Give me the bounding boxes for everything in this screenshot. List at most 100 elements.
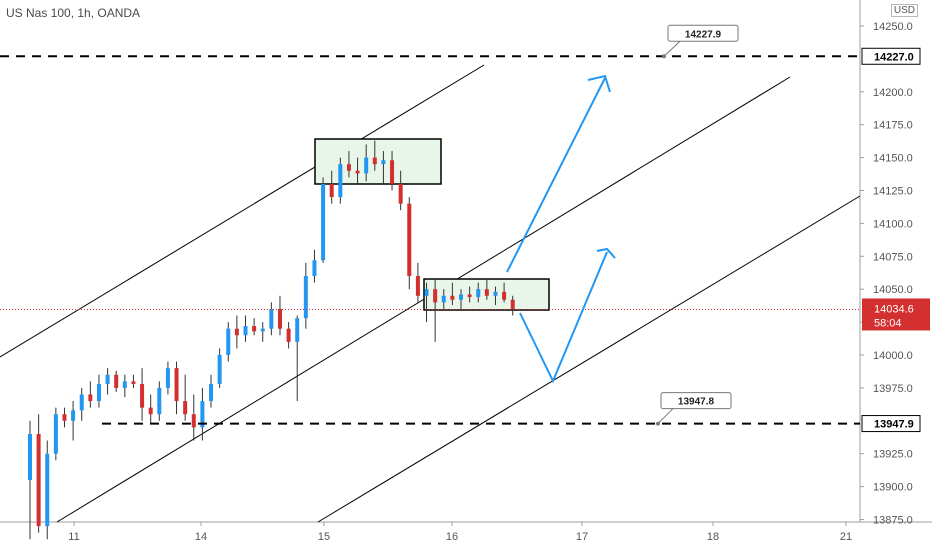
level-callout-box bbox=[667, 24, 739, 42]
time-tick-label: 11 bbox=[68, 531, 79, 543]
candle-body bbox=[131, 381, 136, 384]
candle-body bbox=[191, 414, 196, 428]
projection-arrow-dip-then-up bbox=[519, 251, 608, 384]
candle-body bbox=[217, 355, 222, 384]
candle-body bbox=[329, 183, 334, 198]
price-tick-label: 14125.0 bbox=[873, 186, 913, 198]
level-callout-pointer bbox=[663, 40, 681, 57]
candle-body bbox=[140, 383, 145, 408]
candle-body bbox=[209, 383, 214, 402]
candle-body bbox=[286, 328, 291, 342]
time-tick-label: 17 bbox=[576, 531, 588, 543]
price-tick-label: 14250.0 bbox=[873, 21, 913, 33]
countdown-label: 58:04 bbox=[874, 317, 902, 329]
channel-line bbox=[0, 64, 485, 358]
candle-body bbox=[45, 453, 50, 527]
candle-body bbox=[122, 381, 127, 388]
candle-body bbox=[424, 289, 429, 296]
candle-body bbox=[277, 308, 282, 329]
candle-body bbox=[303, 276, 308, 319]
price-tick-label: 14000.0 bbox=[873, 350, 913, 362]
candle-body bbox=[105, 374, 110, 384]
arrow-head-icon bbox=[596, 247, 616, 259]
candle-body bbox=[71, 410, 76, 421]
consolidation-box bbox=[314, 138, 442, 185]
price-tick-label: 13975.0 bbox=[873, 383, 913, 395]
price-tick-label: 13925.0 bbox=[873, 449, 913, 461]
projection-arrow-up bbox=[506, 77, 606, 273]
price-tick-label: 14100.0 bbox=[873, 218, 913, 230]
candle-body bbox=[476, 289, 481, 298]
candle-body bbox=[174, 368, 179, 402]
candle-body bbox=[346, 164, 351, 171]
candle-body bbox=[62, 414, 67, 421]
time-tick-label: 16 bbox=[446, 531, 458, 543]
candle-body bbox=[200, 401, 205, 428]
candle-body bbox=[381, 160, 386, 165]
candle-body bbox=[157, 387, 162, 415]
time-tick-label: 18 bbox=[707, 531, 719, 543]
candle-body bbox=[243, 326, 248, 336]
candle-body bbox=[415, 276, 420, 296]
candle-body bbox=[183, 401, 188, 415]
candle-body bbox=[510, 299, 515, 309]
candle-body bbox=[321, 183, 326, 261]
arrow-head-icon bbox=[587, 74, 611, 93]
level-price-tag-label: 14227.0 bbox=[874, 51, 914, 63]
candle-body bbox=[372, 157, 377, 165]
time-tick-label: 14 bbox=[195, 531, 207, 543]
price-tick-label: 13875.0 bbox=[873, 515, 913, 527]
candle-body bbox=[88, 394, 93, 402]
candle-body bbox=[502, 291, 507, 300]
candle-body bbox=[79, 394, 84, 411]
candle-body bbox=[459, 294, 463, 300]
candle-body bbox=[467, 294, 472, 298]
price-tick-label: 14075.0 bbox=[873, 251, 913, 263]
candle-body bbox=[252, 326, 257, 332]
level-callout-label: 13947.8 bbox=[678, 397, 715, 408]
price-tick-label: 13900.0 bbox=[873, 482, 913, 494]
level-price-tag-label: 13947.9 bbox=[874, 419, 914, 431]
candle-body bbox=[234, 328, 239, 336]
candle-body bbox=[390, 160, 395, 184]
currency-label[interactable]: USD bbox=[890, 4, 918, 17]
candle-body bbox=[36, 433, 41, 527]
candle-body bbox=[269, 308, 274, 329]
candle-body bbox=[226, 328, 231, 355]
candle-body bbox=[295, 318, 300, 342]
current-price-label: 14034.6 bbox=[874, 303, 914, 315]
candle-body bbox=[364, 157, 369, 174]
candle-body bbox=[260, 328, 265, 332]
candle-body bbox=[407, 203, 412, 277]
candle-body bbox=[493, 291, 498, 296]
price-tick-label: 14050.0 bbox=[873, 284, 913, 296]
candle-body bbox=[484, 289, 489, 296]
candle-body bbox=[148, 407, 153, 415]
candle-body bbox=[450, 295, 455, 300]
candle-body bbox=[355, 170, 360, 174]
candle-body bbox=[114, 374, 119, 388]
candle-body bbox=[398, 183, 403, 204]
time-tick-label: 21 bbox=[840, 531, 852, 543]
price-tick-label: 14150.0 bbox=[873, 153, 913, 165]
candle-body bbox=[28, 433, 32, 481]
candle-body bbox=[96, 383, 101, 402]
level-callout-anchor bbox=[656, 421, 660, 426]
candle-body bbox=[441, 295, 446, 303]
candle-body bbox=[312, 260, 317, 277]
candle-body bbox=[53, 414, 58, 454]
level-price-tag bbox=[861, 47, 921, 65]
candle-body bbox=[165, 368, 170, 388]
price-tick-label: 14175.0 bbox=[873, 120, 913, 132]
current-price-tag bbox=[862, 298, 930, 331]
candle-body bbox=[338, 164, 343, 198]
time-tick-label: 15 bbox=[318, 531, 330, 543]
price-tick-label: 14200.0 bbox=[873, 87, 913, 99]
channel-line bbox=[317, 195, 861, 523]
level-callout-box bbox=[660, 392, 732, 410]
candle-body bbox=[433, 289, 438, 303]
level-callout-label: 14227.9 bbox=[685, 29, 722, 40]
level-callout-anchor bbox=[662, 54, 666, 59]
chart-title: US Nas 100, 1h, OANDA bbox=[6, 6, 141, 20]
